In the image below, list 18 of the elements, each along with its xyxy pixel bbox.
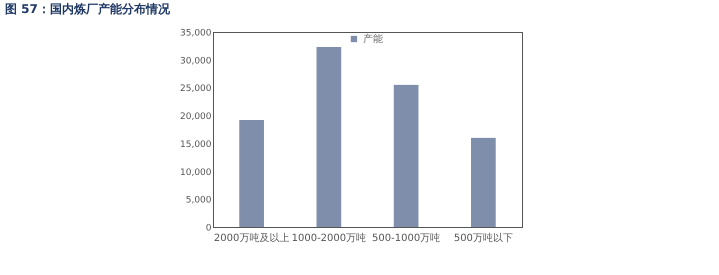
x-tick-label: 1000-2000万吨 bbox=[292, 232, 366, 244]
y-tick-label: 5,000 bbox=[186, 196, 212, 206]
y-tick-label: 0 bbox=[206, 224, 212, 234]
bar bbox=[316, 47, 342, 227]
y-tick-label: 10,000 bbox=[180, 168, 212, 178]
text: 图 57：国内炼厂产能分布情况 bbox=[5, 2, 171, 16]
y-tick-label: 20,000 bbox=[180, 112, 212, 122]
y-tick-label: 35,000 bbox=[180, 28, 212, 38]
y-tick-label: 30,000 bbox=[180, 56, 212, 66]
bar bbox=[471, 138, 496, 227]
x-tick-label: 500-1000万吨 bbox=[372, 232, 440, 244]
y-tick-label: 25,000 bbox=[180, 84, 212, 94]
x-tick-label: 500万吨以下 bbox=[454, 232, 513, 244]
bar bbox=[394, 84, 418, 227]
bar bbox=[239, 120, 264, 227]
y-tick-label: 15,000 bbox=[180, 140, 212, 150]
legend-label: 产能 bbox=[362, 33, 383, 45]
x-tick-label: 2000万吨及以上 bbox=[214, 232, 290, 244]
